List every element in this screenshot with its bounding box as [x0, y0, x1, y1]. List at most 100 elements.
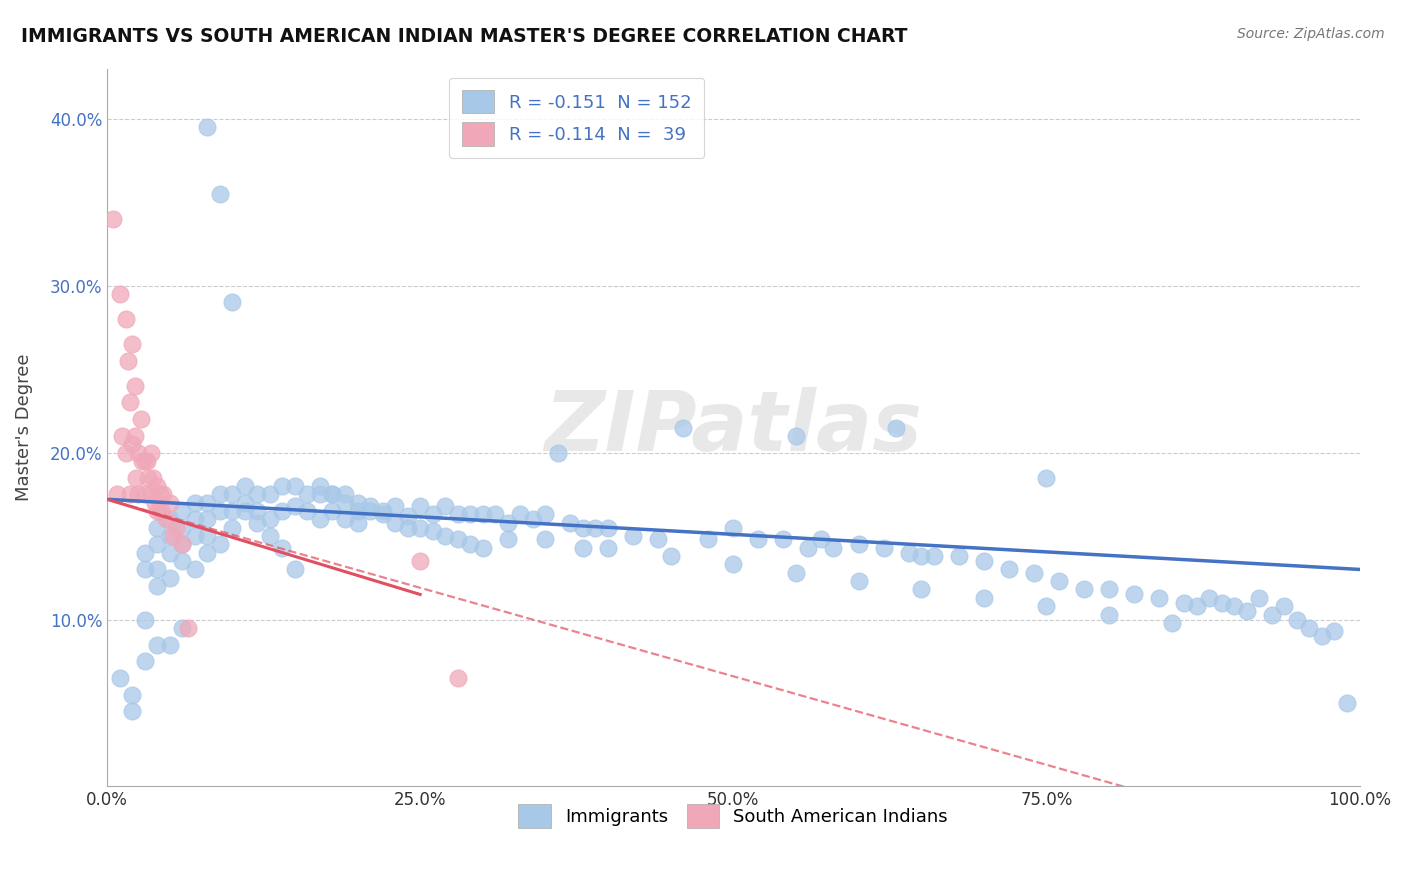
Point: [496, 516, 519, 530]
Point: [118, 395, 141, 409]
Point: [134, 654, 156, 668]
Point: [142, 470, 165, 484]
Point: [165, 521, 187, 535]
Point: [124, 378, 146, 392]
Point: [973, 554, 995, 568]
Point: [371, 508, 394, 522]
Point: [134, 454, 156, 468]
Point: [143, 495, 166, 509]
Point: [1123, 587, 1146, 601]
Point: [284, 499, 307, 513]
Point: [1022, 566, 1045, 580]
Point: [309, 479, 332, 493]
Point: [131, 454, 153, 468]
Point: [246, 504, 269, 518]
Point: [910, 582, 932, 597]
Point: [208, 487, 231, 501]
Point: [134, 487, 156, 501]
Point: [105, 487, 128, 501]
Point: [797, 541, 820, 555]
Point: [271, 541, 294, 555]
Point: [118, 487, 141, 501]
Point: [172, 504, 194, 518]
Point: [458, 508, 481, 522]
Point: [159, 495, 181, 509]
Point: [195, 120, 218, 134]
Point: [195, 512, 218, 526]
Point: [747, 533, 769, 547]
Point: [284, 562, 307, 576]
Point: [259, 512, 281, 526]
Point: [321, 504, 343, 518]
Point: [1198, 591, 1220, 605]
Point: [297, 487, 319, 501]
Point: [246, 487, 269, 501]
Point: [172, 521, 194, 535]
Point: [723, 558, 745, 572]
Point: [146, 579, 169, 593]
Point: [138, 470, 160, 484]
Point: [284, 479, 307, 493]
Point: [114, 445, 136, 459]
Point: [136, 454, 159, 468]
Text: Source: ZipAtlas.com: Source: ZipAtlas.com: [1237, 27, 1385, 41]
Point: [177, 621, 200, 635]
Point: [409, 499, 432, 513]
Point: [396, 521, 419, 535]
Point: [596, 521, 619, 535]
Point: [124, 429, 146, 443]
Point: [1298, 621, 1320, 635]
Point: [384, 516, 406, 530]
Point: [309, 487, 332, 501]
Point: [127, 445, 149, 459]
Point: [1073, 582, 1095, 597]
Point: [134, 546, 156, 560]
Point: [183, 512, 205, 526]
Point: [108, 671, 131, 685]
Point: [785, 429, 807, 443]
Point: [697, 533, 720, 547]
Point: [1147, 591, 1170, 605]
Point: [221, 521, 243, 535]
Point: [872, 541, 894, 555]
Point: [321, 487, 343, 501]
Point: [208, 537, 231, 551]
Point: [884, 420, 907, 434]
Point: [172, 554, 194, 568]
Point: [1336, 696, 1358, 710]
Point: [973, 591, 995, 605]
Point: [1185, 599, 1208, 614]
Point: [259, 487, 281, 501]
Text: IMMIGRANTS VS SOUTH AMERICAN INDIAN MASTER'S DEGREE CORRELATION CHART: IMMIGRANTS VS SOUTH AMERICAN INDIAN MAST…: [21, 27, 908, 45]
Point: [103, 211, 125, 226]
Point: [496, 533, 519, 547]
Point: [910, 549, 932, 563]
Point: [1323, 624, 1346, 639]
Point: [195, 495, 218, 509]
Point: [897, 546, 920, 560]
Point: [146, 562, 169, 576]
Point: [1047, 574, 1070, 588]
Point: [195, 546, 218, 560]
Point: [195, 529, 218, 543]
Point: [125, 470, 148, 484]
Point: [1285, 613, 1308, 627]
Point: [159, 571, 181, 585]
Point: [183, 529, 205, 543]
Point: [121, 704, 143, 718]
Point: [434, 499, 457, 513]
Point: [134, 613, 156, 627]
Point: [848, 537, 870, 551]
Point: [434, 529, 457, 543]
Point: [560, 516, 582, 530]
Point: [1098, 607, 1121, 622]
Point: [572, 541, 595, 555]
Point: [359, 499, 381, 513]
Point: [309, 512, 332, 526]
Point: [172, 537, 194, 551]
Point: [823, 541, 845, 555]
Point: [139, 445, 162, 459]
Point: [221, 295, 243, 310]
Point: [672, 420, 695, 434]
Point: [471, 541, 494, 555]
